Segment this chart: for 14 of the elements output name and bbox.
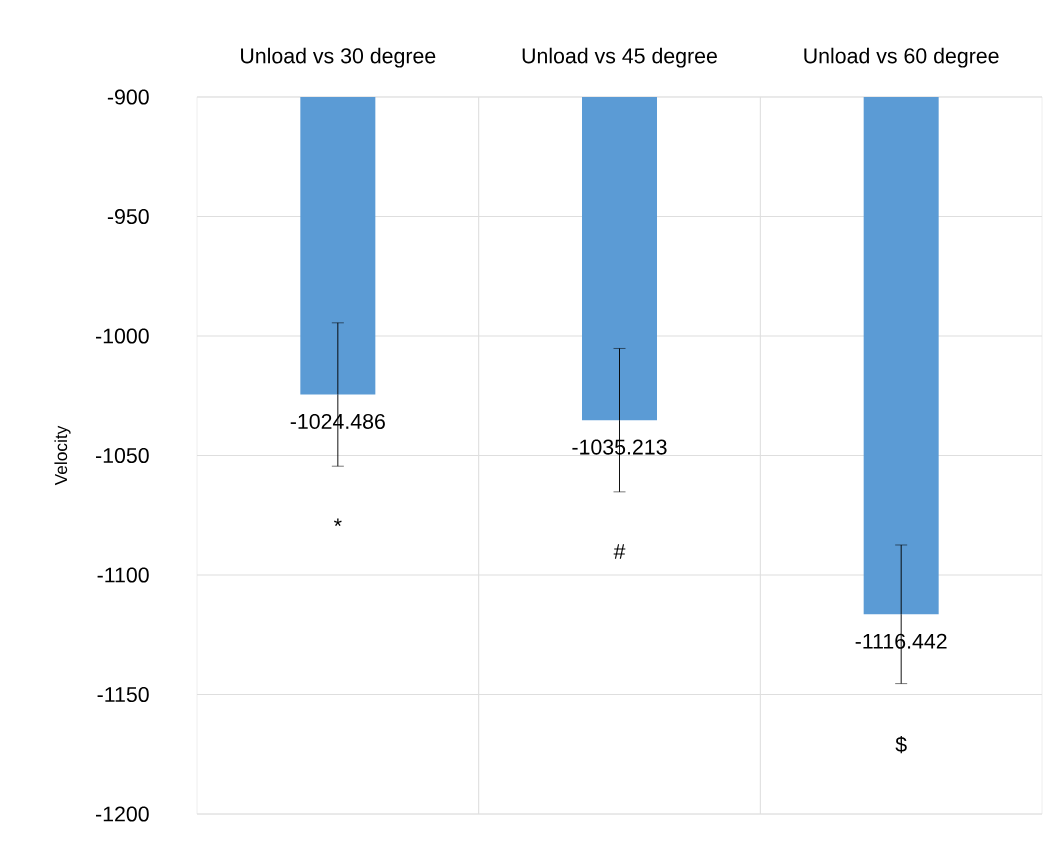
y-tick-label: -1100 [97,567,149,583]
annotation: $ [895,735,907,754]
y-tick-label: -1200 [96,806,149,822]
y-tick-label: -1050 [96,447,149,464]
y-tick-label: -950 [107,208,149,225]
x-tick-label: Unload vs 45 degree [522,47,717,68]
y-axis-title: Velocity [54,425,71,486]
y-tick-label: -1150 [97,686,149,703]
y-tick-label: -900 [107,89,149,105]
annotation: * [334,518,342,527]
x-tick-label: Unload vs 30 degree [241,47,436,68]
x-tick-label: Unload vs 60 degree [804,47,999,68]
annotation: # [613,544,626,559]
y-tick-label: -1000 [96,328,149,344]
